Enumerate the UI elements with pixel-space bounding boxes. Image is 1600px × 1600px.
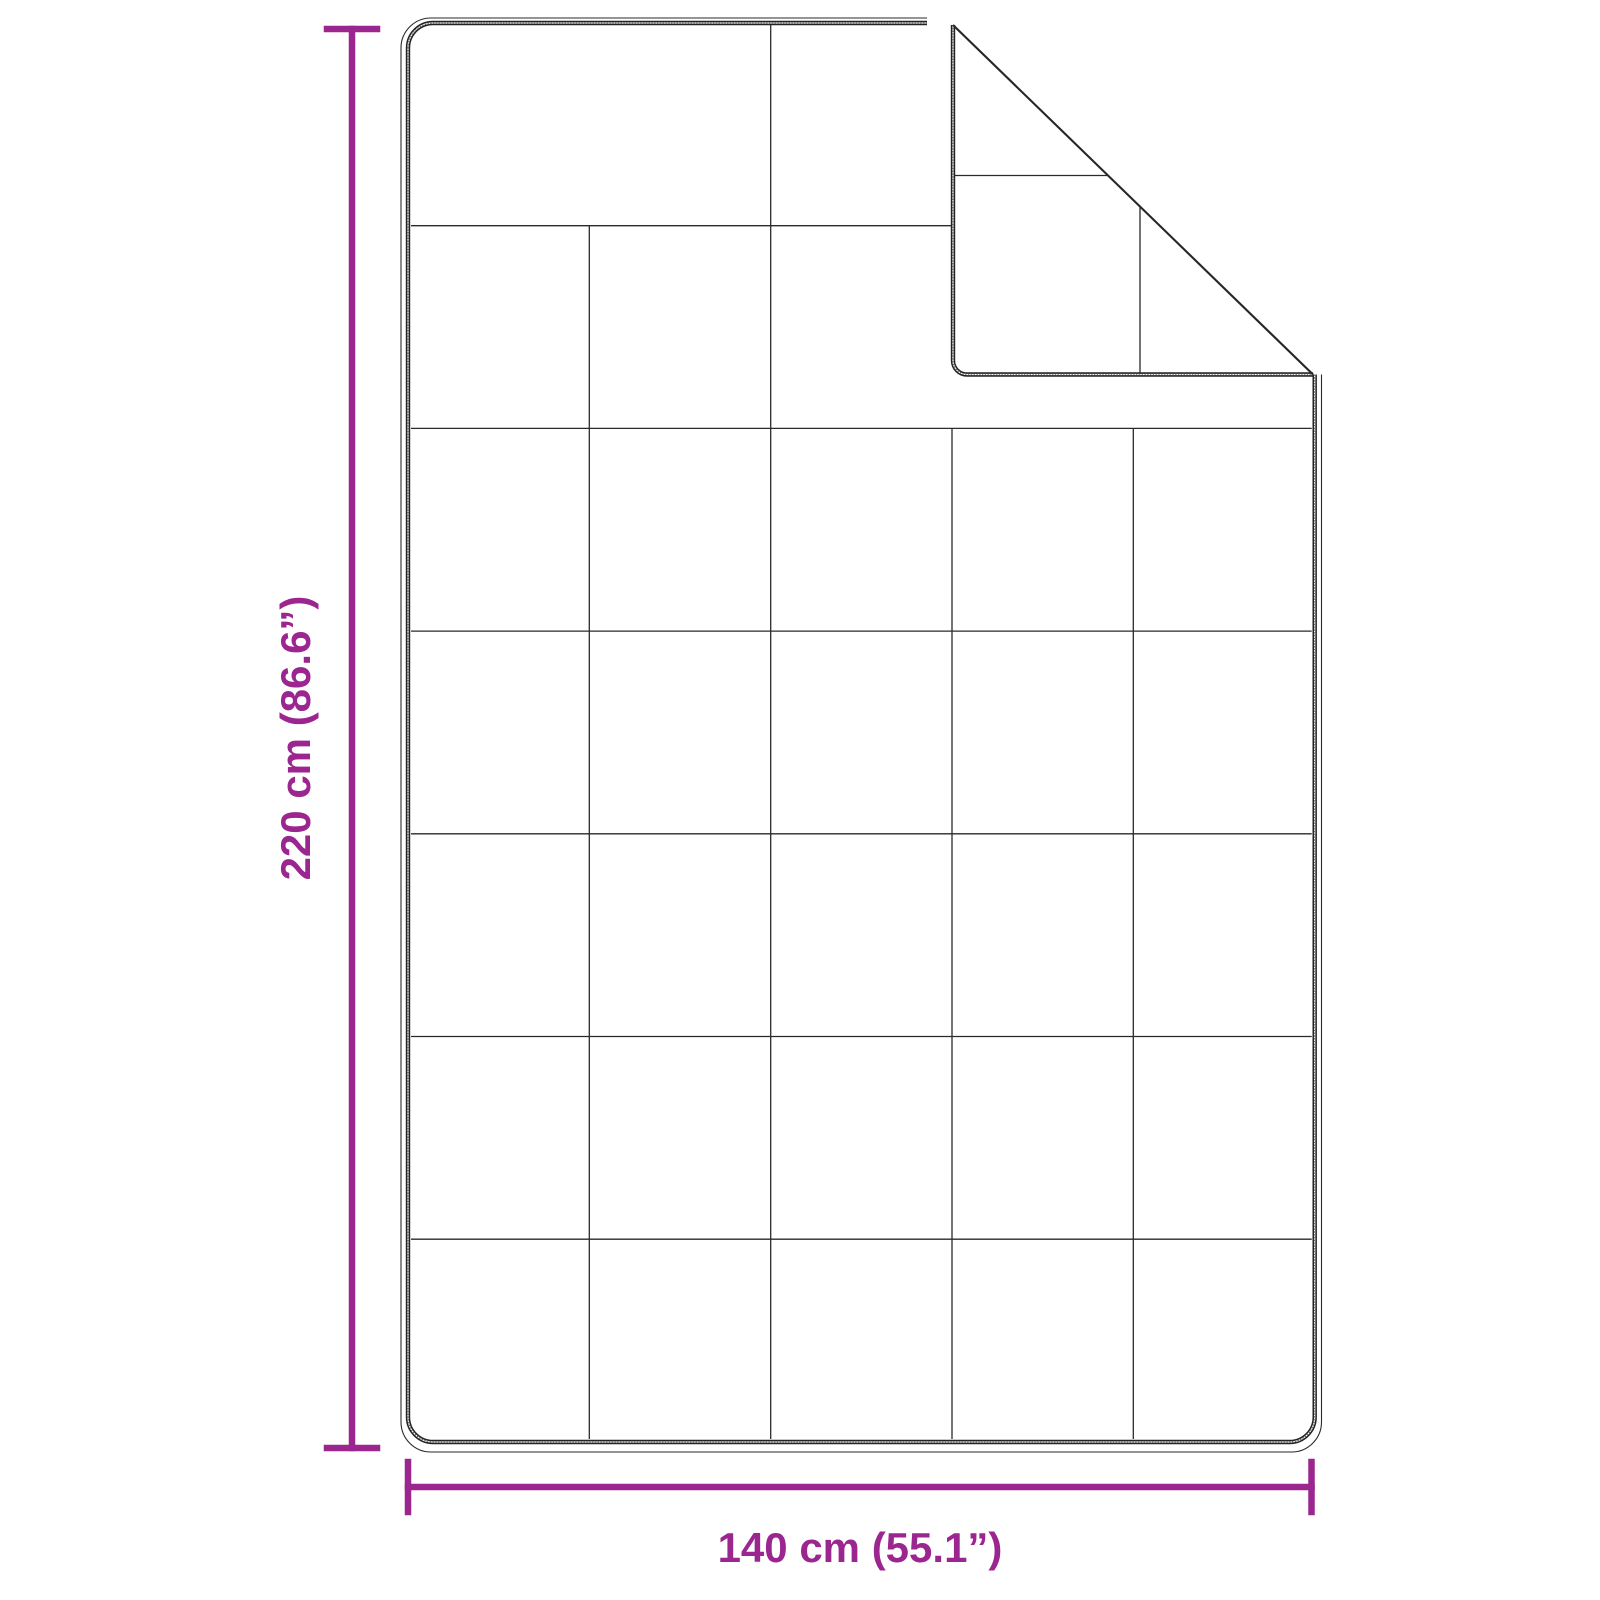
svg-text:220 cm (86.6”): 220 cm (86.6”)	[272, 596, 319, 881]
svg-text:140 cm (55.1”): 140 cm (55.1”)	[718, 1524, 1003, 1571]
